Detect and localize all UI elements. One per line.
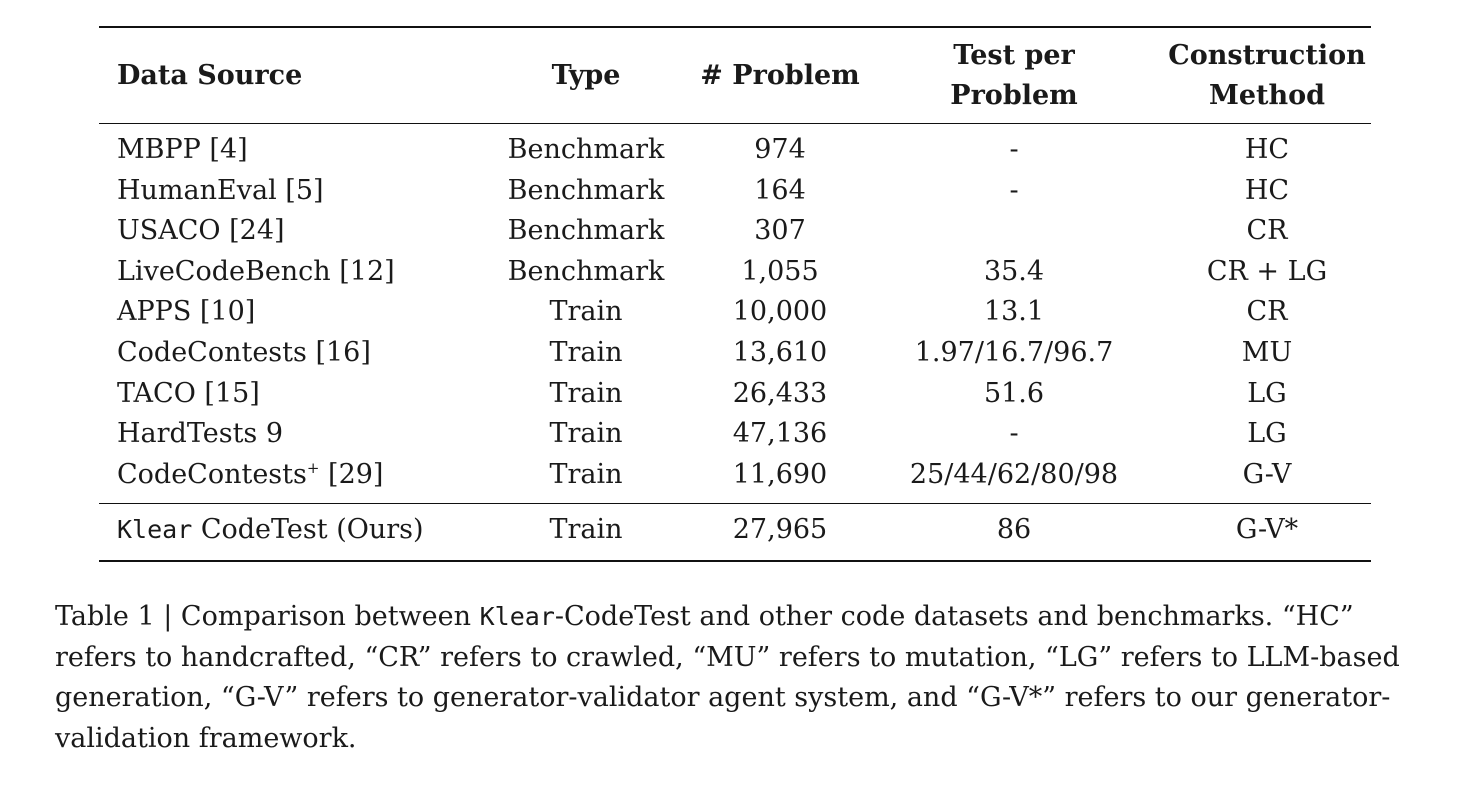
cell-source: USACO [24] [117,215,285,247]
header-test-line2: Problem [950,80,1078,111]
cell-source: TACO [15] [117,377,260,409]
comparison-table: Data Source Type # Problem Test per Prob… [99,26,1371,562]
cell-type: Train [549,336,623,368]
cell-type: Train [549,296,623,328]
cell-test [865,211,1163,252]
table-body: MBPP [4] Benchmark 974 - HC HumanEval [5… [99,124,1371,504]
cell-method: HC [1244,134,1290,165]
cell-source: LiveCodeBench [12] [117,255,395,287]
table-row: CodeContests [16] Train 13,610 1.97/16.7… [99,333,1371,374]
cell-type: Benchmark [507,134,665,165]
cell-problem: 27,965 [732,514,828,546]
comparison-table-container: Data Source Type # Problem Test per Prob… [99,26,1371,562]
table-row: HardTests 9 Train 47,136 - LG [99,414,1371,455]
table-row: USACO [24] Benchmark 307 CR [99,211,1371,252]
cell-source: APPS [10] [117,296,256,328]
cell-method: CR + LG [1206,255,1328,287]
cell-source: Klear CodeTest (Ours) [99,504,477,561]
cell-method: G-V* [1235,514,1299,546]
cell-method: HC [1244,174,1290,206]
cell-test: - [1009,174,1019,206]
cell-source-rest: CodeTest (Ours) [192,514,424,546]
cell-test: - [1009,134,1019,165]
table-row: HumanEval [5] Benchmark 164 - HC [99,171,1371,212]
cell-type: Benchmark [507,255,665,287]
caption-prefix: Table 1 | Comparison between [55,601,480,632]
cell-source: MBPP [4] [117,134,248,165]
cell-problem: 1,055 [741,255,819,287]
header-method-line2: Method [1208,80,1326,111]
cell-source-superscript: + [306,458,320,477]
cell-problem: 47,136 [732,418,828,450]
cell-problem: 307 [754,215,806,247]
cell-problem: 13,610 [732,336,828,368]
header-problem-count: # Problem [700,60,860,91]
cell-test: 25/44/62/80/98 [909,458,1119,490]
cell-test: 86 [996,514,1032,546]
table-ours-section: Klear CodeTest (Ours) Train 27,965 86 G-… [99,503,1371,561]
header-test-line1: Test per [953,40,1075,71]
cell-problem: 11,690 [732,458,828,490]
cell-problem: 974 [754,134,806,165]
cell-source: CodeContests+ [29] [99,455,477,504]
header-test-per-problem: Test per Problem [865,27,1163,124]
cell-test: 13.1 [983,296,1045,328]
cell-problem: 10,000 [732,296,828,328]
cell-type: Train [549,458,623,490]
cell-type: Train [549,418,623,450]
table-row: CodeContests+ [29] Train 11,690 25/44/62… [99,455,1371,504]
cell-source: HumanEval [5] [117,174,324,206]
cell-test: 51.6 [983,377,1045,409]
cell-method: CR [1246,215,1288,247]
header-type: Type [551,60,621,91]
header-construction-method: Construction Method [1163,27,1371,124]
table-row: APPS [10] Train 10,000 13.1 CR [99,292,1371,333]
table-caption: Table 1 | Comparison between Klear-CodeT… [55,597,1435,759]
header-method-line1: Construction [1168,40,1366,71]
cell-type: Train [549,377,623,409]
cell-type: Benchmark [507,174,665,206]
caption-text: -CodeTest and other code datasets and be… [55,601,1400,754]
table-row: TACO [15] Train 26,433 51.6 LG [99,374,1371,415]
cell-method: MU [1241,336,1293,368]
cell-type: Train [549,514,623,546]
caption-mono: Klear [479,602,555,631]
cell-problem: 26,433 [732,377,828,409]
cell-source-mono: Klear [117,515,193,545]
table-row-ours: Klear CodeTest (Ours) Train 27,965 86 G-… [99,503,1371,561]
cell-source: CodeContests [16] [117,336,371,368]
cell-problem: 164 [754,174,806,206]
cell-method: LG [1247,418,1287,450]
cell-source-name: CodeContests [117,458,307,490]
table-row: MBPP [4] Benchmark 974 - HC [99,124,1371,171]
cell-source: HardTests 9 [117,418,284,450]
table-row: LiveCodeBench [12] Benchmark 1,055 35.4 … [99,252,1371,293]
header-data-source: Data Source [117,60,303,91]
header-row: Data Source Type # Problem Test per Prob… [99,27,1371,124]
cell-type: Benchmark [507,215,665,247]
cell-method: G-V [1242,458,1292,490]
cell-test: 35.4 [983,255,1045,287]
table-header: Data Source Type # Problem Test per Prob… [99,27,1371,124]
cell-source-ref: [29] [319,458,384,490]
cell-method: LG [1247,377,1287,409]
cell-method: CR [1246,296,1288,328]
cell-test: 1.97/16.7/96.7 [914,336,1114,368]
cell-test: - [1009,418,1019,450]
